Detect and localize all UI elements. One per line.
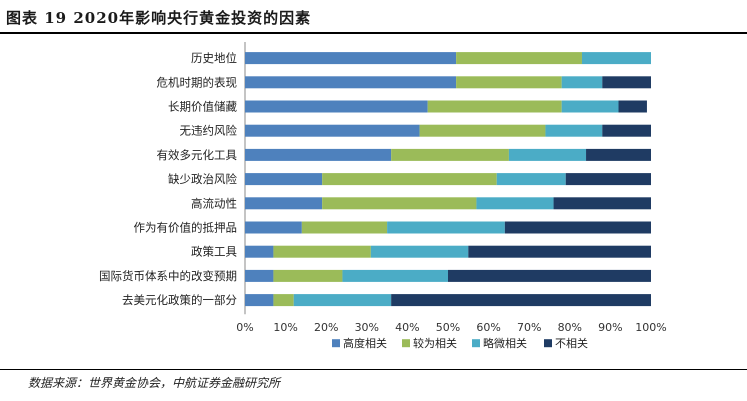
bar-segment (508, 148, 587, 161)
bar-segment (456, 76, 562, 89)
category-label: 危机时期的表现 (157, 75, 238, 89)
x-tick-label: 80% (558, 321, 582, 334)
bar-segment (456, 52, 582, 65)
legend-swatch (332, 339, 340, 348)
bar-segment (476, 197, 554, 210)
bar-segment (545, 124, 603, 137)
stacked-bar-chart: 历史地位危机时期的表现长期价值储藏无违约风险有效多元化工具缺少政治风险高流动性作… (99, 42, 667, 350)
bar-segment (245, 173, 323, 186)
bar-segment (602, 124, 651, 137)
x-tick-label: 40% (395, 321, 419, 334)
bar-segment (561, 100, 619, 113)
x-tick-label: 30% (355, 321, 379, 334)
bar-segment (370, 245, 469, 258)
bar-segment (342, 269, 448, 282)
bar-segment (245, 221, 302, 234)
bar-segment (245, 100, 428, 113)
bar-segment (273, 245, 371, 258)
legend-label: 不相关 (555, 336, 588, 350)
bar-segment (448, 269, 651, 282)
x-tick-label: 10% (273, 321, 297, 334)
category-label: 缺少政治风险 (168, 172, 237, 186)
bar-segment (301, 221, 388, 234)
category-label: 有效多元化工具 (157, 148, 238, 162)
bar-segment (293, 294, 392, 307)
legend-label: 略微相关 (483, 336, 527, 350)
category-label: 去美元化政策的一部分 (122, 293, 237, 307)
legend-swatch (544, 339, 552, 348)
x-tick-label: 50% (436, 321, 460, 334)
bar-segment (273, 294, 294, 307)
bar-segment (245, 269, 274, 282)
bar-segment (245, 148, 392, 161)
bar-segment (553, 197, 651, 210)
x-tick-label: 70% (517, 321, 541, 334)
category-label: 作为有价值的抵押品 (134, 221, 238, 235)
source-rule (0, 369, 747, 370)
bar-segment (273, 269, 343, 282)
category-label: 高流动性 (191, 196, 237, 210)
bar-segment (391, 148, 509, 161)
bar-segment (391, 294, 651, 307)
bar-segment (245, 245, 274, 258)
bar-segment (419, 124, 546, 137)
bar-segment (427, 100, 562, 113)
legend-label: 高度相关 (343, 336, 387, 350)
bar-segment (245, 294, 274, 307)
bar-segment (618, 100, 647, 113)
legend-label: 较为相关 (413, 336, 457, 350)
category-label: 历史地位 (191, 51, 237, 65)
category-label: 无违约风险 (180, 124, 238, 138)
bar-segment (602, 76, 651, 89)
bar-segment (561, 76, 603, 89)
x-tick-label: 20% (314, 321, 338, 334)
bar-segment (468, 245, 651, 258)
bar-segment (565, 173, 651, 186)
legend-swatch (472, 339, 480, 348)
bar-segment (245, 124, 420, 137)
x-tick-label: 100% (635, 321, 666, 334)
category-label: 长期价值储藏 (168, 100, 237, 114)
bar-segment (504, 221, 651, 234)
bar-segment (387, 221, 505, 234)
figure-title: 图表 19 2020年影响央行黄金投资的因素 (6, 9, 312, 27)
category-label: 国际货币体系中的改变预期 (99, 269, 237, 283)
bar-segment (245, 52, 457, 65)
x-tick-label: 90% (598, 321, 622, 334)
bar-segment (581, 52, 651, 65)
bar-segment (245, 197, 323, 210)
bar-segment (245, 76, 457, 89)
x-tick-label: 60% (476, 321, 500, 334)
bar-segment (322, 173, 497, 186)
bar-segment (586, 148, 651, 161)
legend-swatch (402, 339, 410, 348)
bar-segment (322, 197, 477, 210)
source-note: 数据来源：世界黄金协会，中航证券金融研究所 (28, 376, 281, 390)
category-label: 政策工具 (191, 245, 237, 259)
bar-segment (496, 173, 566, 186)
x-tick-label: 0% (236, 321, 253, 334)
title-rule (0, 32, 747, 34)
